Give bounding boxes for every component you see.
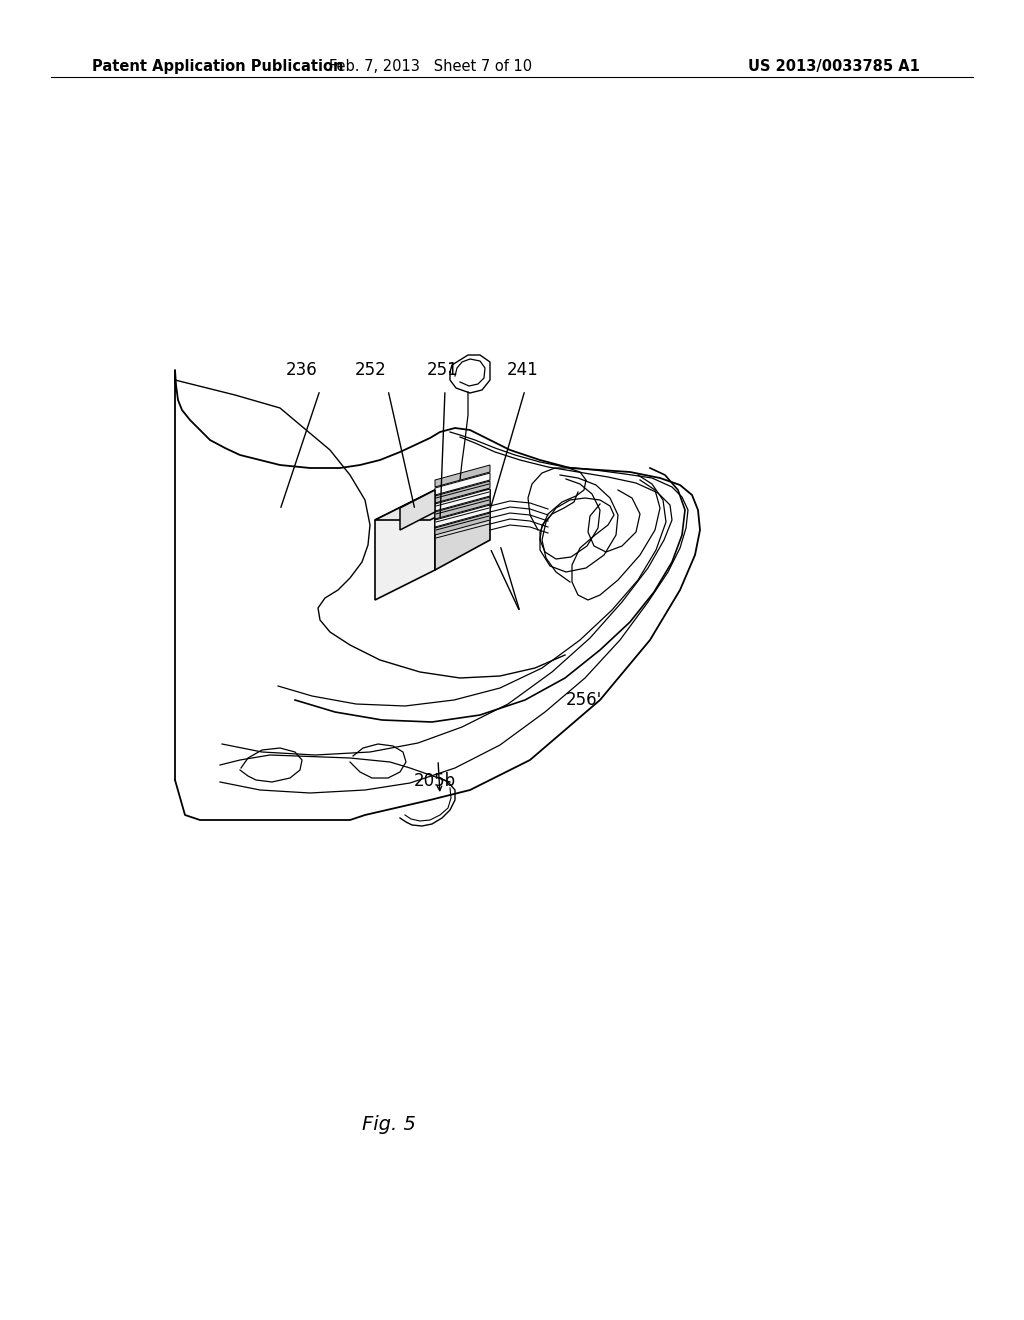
Polygon shape (435, 488, 490, 511)
Polygon shape (435, 490, 490, 570)
Polygon shape (435, 498, 490, 519)
Polygon shape (435, 465, 490, 487)
Polygon shape (435, 513, 490, 535)
Text: Patent Application Publication: Patent Application Publication (92, 59, 344, 74)
Text: Feb. 7, 2013   Sheet 7 of 10: Feb. 7, 2013 Sheet 7 of 10 (329, 59, 531, 74)
Text: 236: 236 (286, 360, 318, 379)
Text: 256': 256' (565, 690, 602, 709)
Polygon shape (435, 480, 490, 503)
Text: Fig. 5: Fig. 5 (362, 1115, 416, 1134)
Text: 205b: 205b (414, 772, 457, 791)
Text: 251: 251 (426, 360, 459, 379)
Polygon shape (375, 490, 435, 601)
Text: US 2013/0033785 A1: US 2013/0033785 A1 (748, 59, 920, 74)
Polygon shape (435, 473, 490, 495)
Polygon shape (375, 490, 490, 520)
Text: 252: 252 (354, 360, 387, 379)
Text: 241: 241 (506, 360, 539, 379)
Polygon shape (400, 490, 435, 531)
Polygon shape (435, 506, 490, 527)
